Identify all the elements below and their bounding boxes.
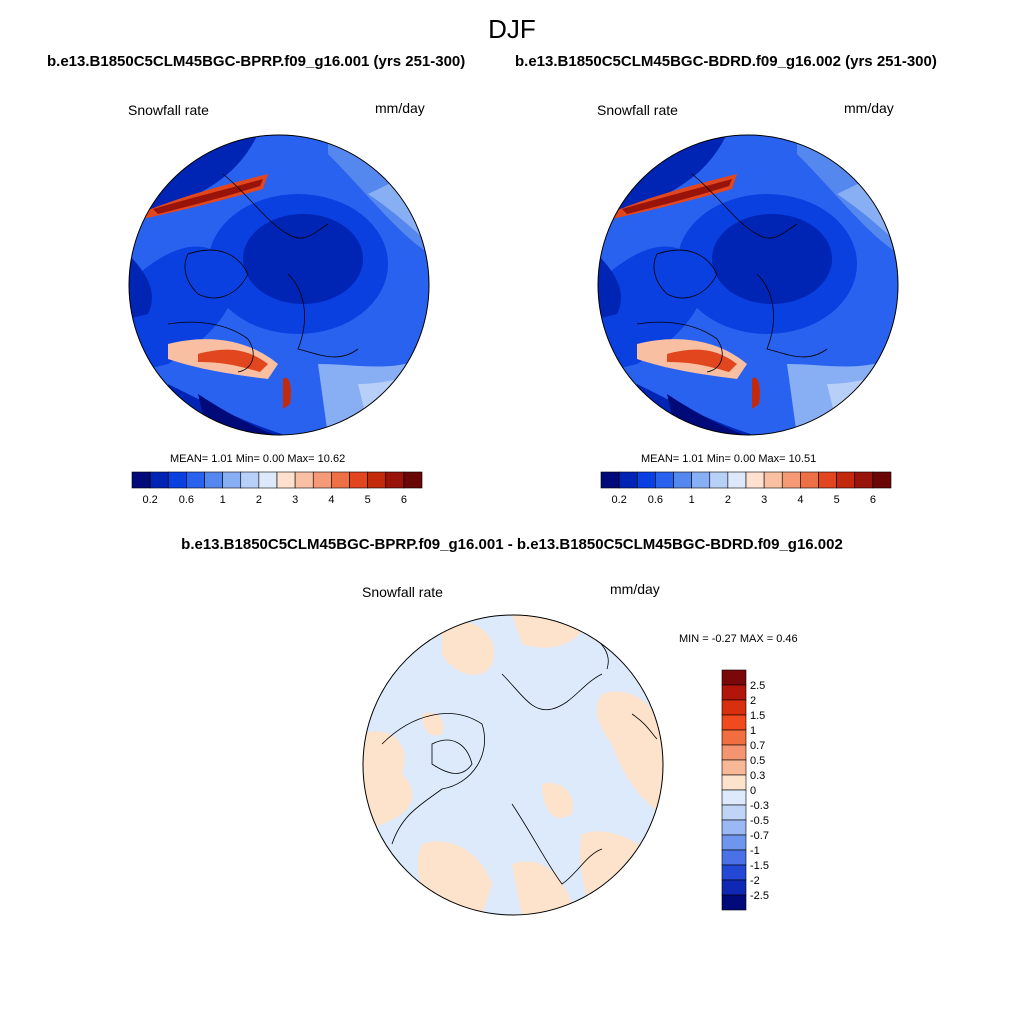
colorbar-swatch xyxy=(349,471,368,489)
colorbar-swatch xyxy=(721,849,747,866)
snowfall-map-right xyxy=(597,134,899,436)
units-label-right: mm/day xyxy=(844,100,894,116)
colorbar-swatch xyxy=(655,471,674,489)
colorbar-swatch xyxy=(709,471,729,489)
colorbar-tick-label: 1 xyxy=(220,494,226,506)
colorbar-swatch xyxy=(721,894,747,911)
stats-left: MEAN= 1.01 Min= 0.00 Max= 10.62 xyxy=(170,453,346,465)
colorbar-swatch xyxy=(131,471,151,489)
colorbar-swatch xyxy=(745,471,765,489)
colorbar-tick-label: 4 xyxy=(797,494,803,506)
colorbar-swatch xyxy=(872,471,892,489)
colorbar-swatch xyxy=(721,684,747,701)
colorbar-tick-label: 3 xyxy=(761,494,767,506)
colorbar-tick-label: 0.5 xyxy=(750,755,765,767)
colorbar-tick-label: -0.7 xyxy=(750,830,769,842)
colorbar-swatch xyxy=(258,471,278,489)
colorbar-swatch xyxy=(721,804,747,821)
stats-difference: MIN = -0.27 MAX = 0.46 xyxy=(679,633,798,645)
colorbar-tick-label: 0.2 xyxy=(611,494,626,506)
colorbar-tick-label: 2 xyxy=(725,494,731,506)
difference-title: b.e13.B1850C5CLM45BGC-BPRP.f09_g16.001 -… xyxy=(181,536,843,553)
stats-right: MEAN= 1.01 Min= 0.00 Max= 10.51 xyxy=(641,453,817,465)
colorbar-swatch xyxy=(222,471,242,489)
colorbar-tick-label: 0.3 xyxy=(750,770,765,782)
colorbar-swatch xyxy=(167,471,187,489)
colorbar-difference: 2.5 2 1.5 1 0.7 0.5 0.3 0 -0.3 -0.5 -0.7 -1 -1.5 -2 -2… xyxy=(721,669,769,911)
colorbar-swatch xyxy=(618,471,638,489)
snowfall-map-left xyxy=(128,134,430,436)
colorbar-tick-label: 6 xyxy=(870,494,876,506)
colorbar-swatch xyxy=(186,471,205,489)
colorbar-swatch xyxy=(721,774,747,791)
colorbar-swatch xyxy=(331,471,350,489)
variable-label-difference: Snowfall rate xyxy=(362,584,443,600)
colorbar-swatch xyxy=(721,864,747,881)
colorbar-swatch xyxy=(367,471,387,489)
colorbar-swatch xyxy=(721,729,747,746)
colorbar-swatch xyxy=(403,471,423,489)
colorbar-swatch xyxy=(721,834,747,851)
colorbar-swatch xyxy=(276,471,296,489)
season-title: DJF xyxy=(488,14,536,44)
colorbar-swatch xyxy=(240,471,260,489)
colorbar-swatch xyxy=(721,714,747,731)
colorbar-swatch xyxy=(721,819,747,836)
colorbar-tick-label: 0.6 xyxy=(179,494,194,506)
colorbar-swatch xyxy=(721,759,747,776)
colorbar-tick-label: 0.2 xyxy=(142,494,157,506)
colorbar-swatch xyxy=(721,699,747,716)
colorbar-tick-label: 6 xyxy=(401,494,407,506)
colorbar-tick-label: 0.6 xyxy=(648,494,663,506)
colorbar-swatch xyxy=(763,471,783,489)
colorbar-tick-label: 1.5 xyxy=(750,710,765,722)
colorbar-swatch xyxy=(721,669,747,686)
colorbar-swatch xyxy=(818,471,837,489)
colorbar-tick-label: 5 xyxy=(834,494,840,506)
colorbar-swatch xyxy=(294,471,314,489)
colorbar-swatch xyxy=(691,471,711,489)
colorbar-swatch xyxy=(727,471,747,489)
colorbar-tick-label: -0.3 xyxy=(750,800,769,812)
units-label-left: mm/day xyxy=(375,100,425,116)
colorbar-tick-label: 2 xyxy=(750,695,756,707)
colorbar-tick-label: -0.5 xyxy=(750,815,769,827)
units-label-difference: mm/day xyxy=(610,581,660,597)
colorbar-swatch xyxy=(721,789,747,806)
colorbar-tick-label: 3 xyxy=(292,494,298,506)
colorbar-tick-label: -2 xyxy=(750,875,760,887)
colorbar-tick-label: -1.5 xyxy=(750,860,769,872)
snowfall-difference-map xyxy=(362,614,664,916)
colorbar-swatch xyxy=(800,471,819,489)
colorbar-swatch xyxy=(781,471,801,489)
colorbar-swatch xyxy=(721,879,747,896)
case-title-left: b.e13.B1850C5CLM45BGC-BPRP.f09_g16.001 (… xyxy=(47,53,466,70)
variable-label-right: Snowfall rate xyxy=(597,102,678,118)
colorbar-tick-label: 1 xyxy=(750,725,756,737)
colorbar-swatch xyxy=(854,471,874,489)
colorbar-tick-label: 4 xyxy=(328,494,334,506)
colorbar-swatch xyxy=(673,471,692,489)
colorbar-swatch xyxy=(385,471,405,489)
colorbar-tick-label: 5 xyxy=(365,494,371,506)
colorbar-tick-label: 2 xyxy=(256,494,262,506)
colorbar-tick-label: 2.5 xyxy=(750,680,765,692)
colorbar-swatch xyxy=(204,471,223,489)
colorbar-left: 0.2 0.6 1 2 3 4 5 6 xyxy=(131,471,423,506)
colorbar-swatch xyxy=(149,471,169,489)
colorbar-tick-label: 0.7 xyxy=(750,740,765,752)
variable-label-left: Snowfall rate xyxy=(128,102,209,118)
colorbar-tick-label: -1 xyxy=(750,845,760,857)
colorbar-swatch xyxy=(836,471,856,489)
case-title-right: b.e13.B1850C5CLM45BGC-BDRD.f09_g16.002 (… xyxy=(515,53,937,70)
colorbar-swatch xyxy=(721,744,747,761)
colorbar-swatch xyxy=(600,471,620,489)
colorbar-tick-label: 0 xyxy=(750,785,756,797)
colorbar-tick-label: -2.5 xyxy=(750,890,769,902)
colorbar-right: 0.2 0.6 1 2 3 4 5 6 xyxy=(600,471,892,506)
colorbar-swatch xyxy=(312,471,332,489)
colorbar-swatch xyxy=(636,471,656,489)
colorbar-tick-label: 1 xyxy=(689,494,695,506)
